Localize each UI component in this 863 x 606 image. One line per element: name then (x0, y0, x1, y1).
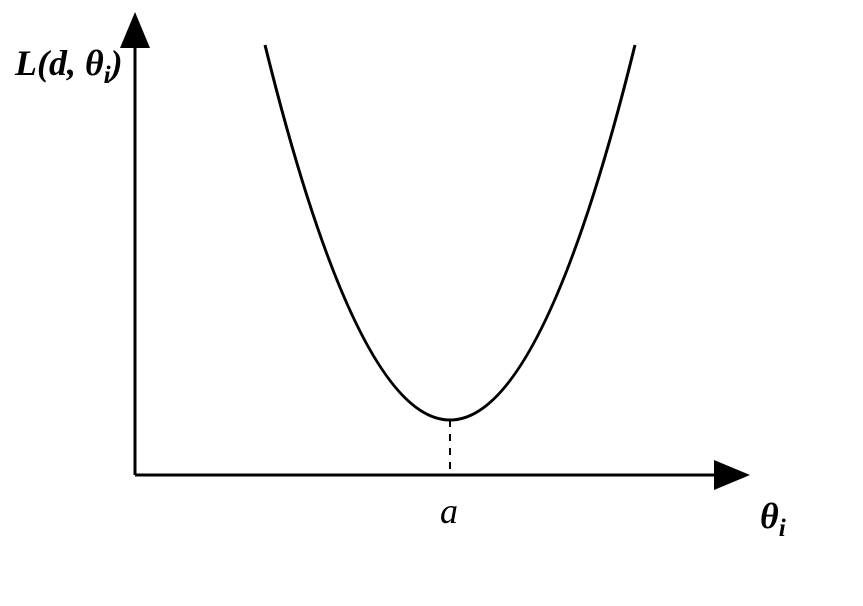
chart-svg (0, 0, 863, 601)
x-axis-label-text: θi (760, 496, 786, 536)
y-axis-label-text: L(d, θi) (15, 43, 123, 83)
y-axis-label: L(d, θi) (15, 42, 123, 90)
minimum-label: a (440, 490, 458, 532)
loss-function-chart: L(d, θi) θi a (0, 0, 863, 601)
loss-curve (265, 45, 635, 420)
x-axis-label: θi (760, 495, 786, 543)
minimum-label-text: a (440, 491, 458, 531)
